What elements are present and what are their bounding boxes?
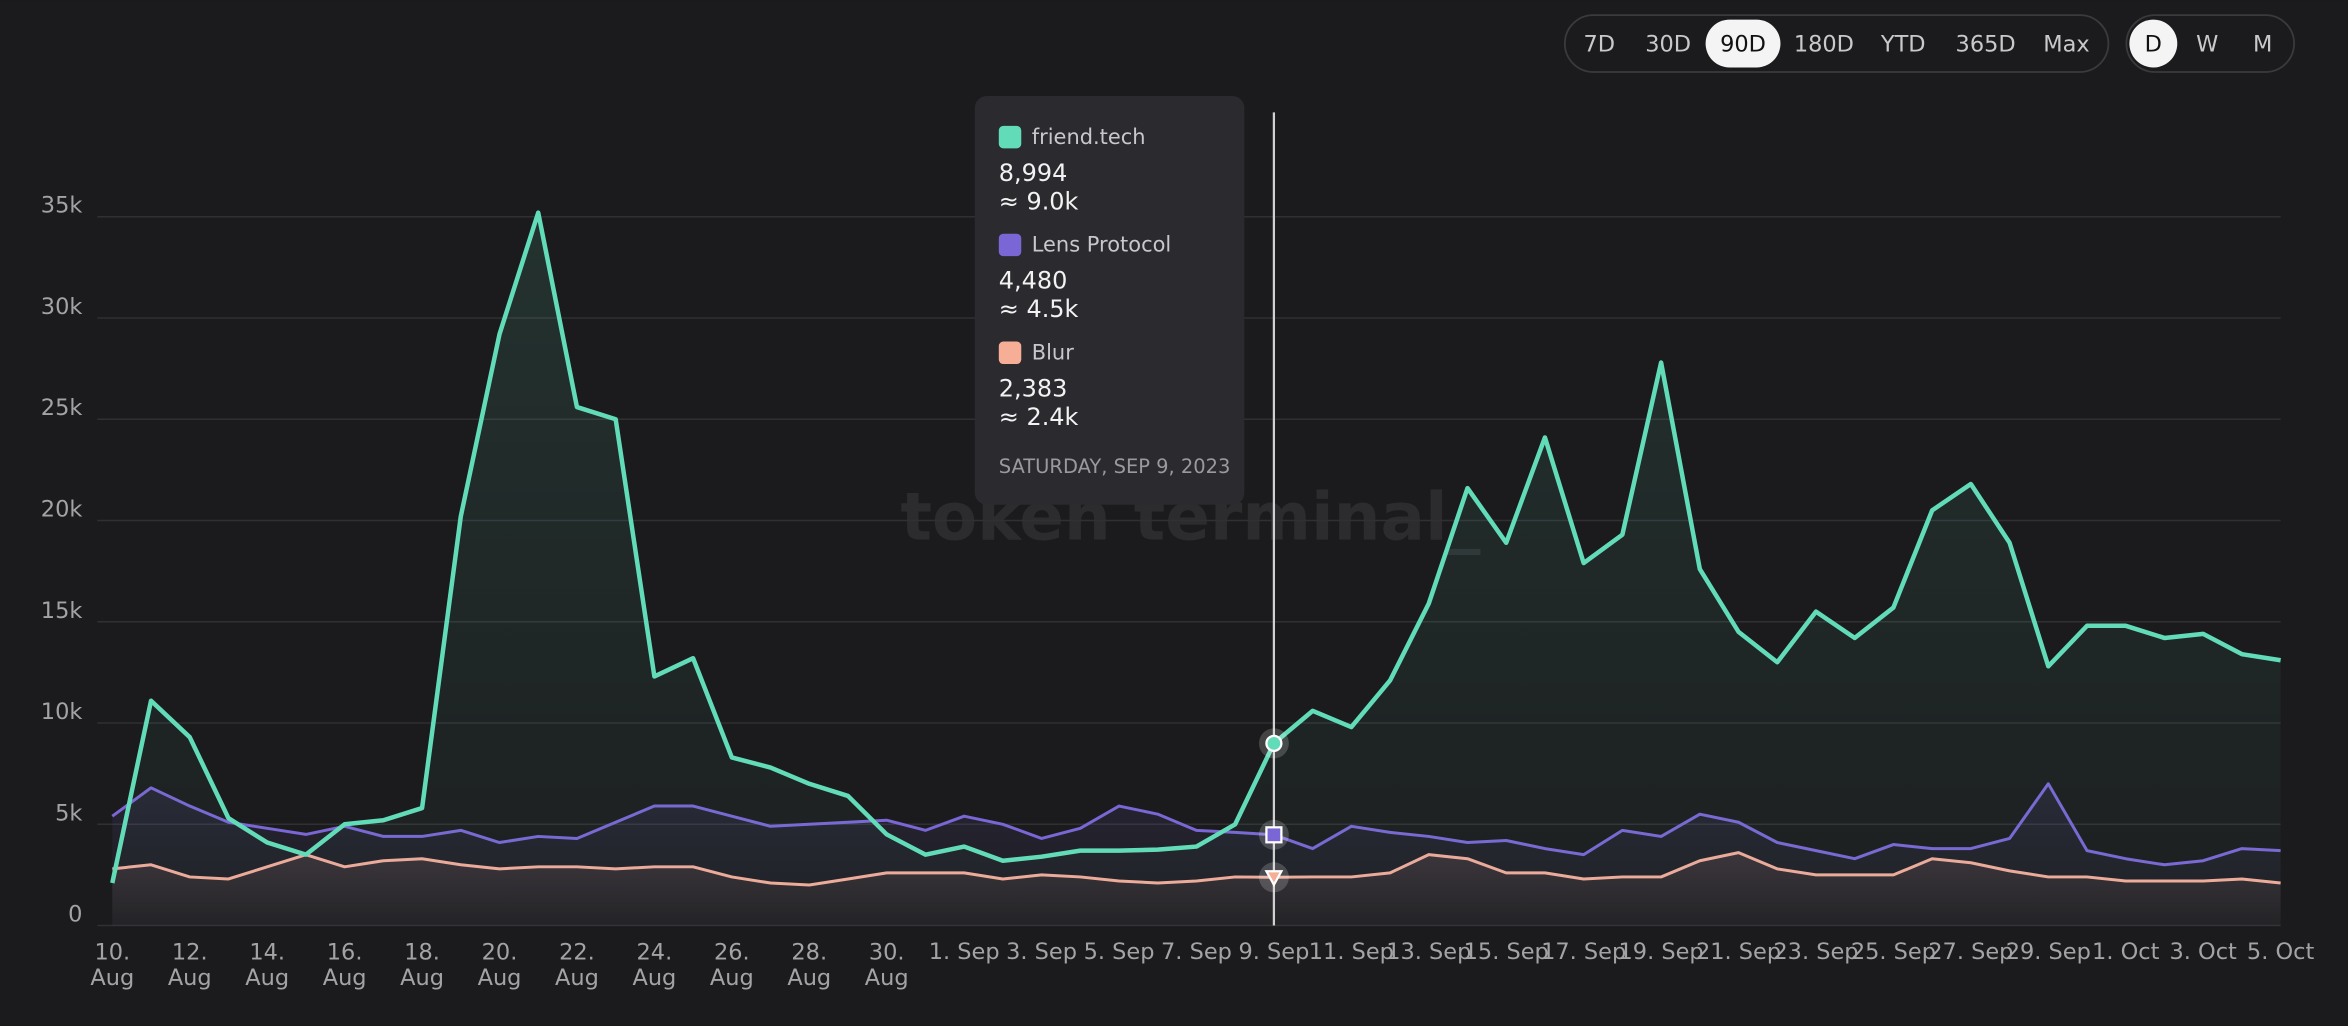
x-tick-label: 5. Oct: [2247, 939, 2315, 965]
y-tick-label: 30k: [41, 294, 83, 320]
hover-marker: [1264, 870, 1284, 888]
range-active: [1705, 19, 1781, 68]
tooltip-series-name: Blur: [1032, 341, 1074, 365]
granularity-active: [2129, 19, 2178, 68]
y-tick-label: 0: [68, 902, 82, 928]
x-tick-label: 1. Oct: [2092, 939, 2160, 965]
x-tick-label: 7. Sep: [1161, 939, 1232, 965]
x-tick-label: 9. Sep: [1238, 939, 1309, 965]
y-tick-label: 20k: [41, 497, 83, 523]
y-tick-label: 10k: [41, 699, 83, 725]
tooltip-value: 4,480: [999, 267, 1068, 295]
granularity-button[interactable]: M: [2253, 32, 2272, 58]
tooltip-date: SATURDAY, SEP 9, 2023: [999, 455, 1231, 478]
line: [110, 210, 2281, 884]
tooltip-swatch: [998, 233, 1022, 257]
tooltip-approx: ≈ 9.0k: [999, 187, 1079, 215]
tooltip-series-name: friend.tech: [1032, 125, 1146, 149]
x-tick-label: 21. Sep: [1696, 939, 1781, 965]
tooltip-series-name: Lens Protocol: [1032, 233, 1172, 257]
x-tick-label: 26. Aug: [710, 939, 754, 990]
x-tick-label: 27. Sep: [1928, 939, 2013, 965]
x-tick-label: 12. Aug: [168, 939, 212, 990]
tooltip-approx: ≈ 4.5k: [999, 295, 1079, 323]
x-tick-label: 29. Sep: [2006, 939, 2091, 965]
range-group: [1563, 14, 2110, 73]
x-tick-label: 1. Sep: [929, 939, 1000, 965]
x-tick-label: 10. Aug: [90, 939, 134, 990]
x-tick-label: 20. Aug: [478, 939, 522, 990]
x-tick-label: 25. Sep: [1851, 939, 1936, 965]
range-button[interactable]: 90D: [1720, 32, 1766, 58]
tooltip-value: 2,383: [999, 374, 1068, 402]
hover-marker: [1265, 826, 1283, 844]
range-button[interactable]: 180D: [1794, 32, 1854, 58]
x-tick-label: 5. Sep: [1084, 939, 1155, 965]
y-tick-label: 35k: [41, 193, 83, 219]
tooltip: [974, 95, 1245, 505]
x-tick-label: 28. Aug: [787, 939, 831, 990]
range-button[interactable]: 7D: [1583, 32, 1615, 58]
granularity-button[interactable]: D: [2145, 32, 2162, 58]
x-tick-label: 18. Aug: [400, 939, 444, 990]
x-tick-label: 30. Aug: [865, 939, 909, 990]
range-button[interactable]: 365D: [1956, 32, 2016, 58]
x-tick-label: 17. Sep: [1541, 939, 1626, 965]
tooltip-swatch: [998, 125, 1022, 149]
range-button[interactable]: 30D: [1645, 32, 1691, 58]
y-tick-label: 25k: [41, 395, 83, 421]
y-tick-label: 5k: [55, 800, 82, 826]
y-tick-label: 15k: [41, 598, 83, 624]
x-tick-label: 13. Sep: [1386, 939, 1471, 965]
x-tick-label: 15. Sep: [1464, 939, 1549, 965]
x-tick-label: 23. Sep: [1773, 939, 1858, 965]
x-tick-label: 11. Sep: [1309, 939, 1394, 965]
x-tick-label: 19. Sep: [1619, 939, 1704, 965]
hover-marker: [1265, 734, 1283, 753]
granularity-group: [2125, 14, 2295, 73]
range-button[interactable]: YTD: [1880, 32, 1926, 58]
tooltip-value: 8,994: [999, 159, 1068, 187]
x-tick-label: 3. Oct: [2169, 939, 2237, 965]
range-button[interactable]: Max: [2043, 32, 2089, 58]
x-tick-label: 14. Aug: [245, 939, 289, 990]
tooltip-swatch: [998, 341, 1022, 365]
x-tick-label: 24. Aug: [632, 939, 676, 990]
granularity-button[interactable]: W: [2196, 32, 2218, 58]
area: [112, 212, 2281, 926]
x-tick-label: 16. Aug: [323, 939, 367, 990]
tooltip-approx: ≈ 2.4k: [999, 403, 1079, 431]
x-tick-label: 22. Aug: [555, 939, 599, 990]
x-tick-label: 3. Sep: [1006, 939, 1077, 965]
